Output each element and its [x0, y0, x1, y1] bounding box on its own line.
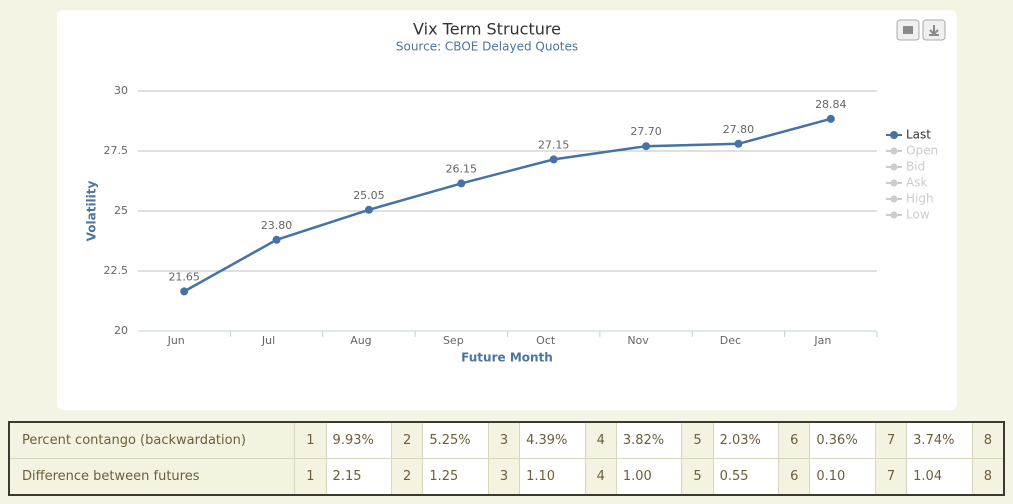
legend-label: Low — [906, 208, 930, 222]
table-cell: 7 — [874, 421, 908, 459]
table-cell: 2.15 — [325, 458, 393, 496]
data-label: 27.15 — [538, 138, 570, 151]
table-cell: 2.03% — [712, 421, 780, 459]
legend-marker — [890, 179, 898, 187]
table-cell: 3 — [487, 458, 521, 496]
y-tick-label: 22.5 — [104, 264, 129, 277]
point — [180, 287, 189, 296]
point — [549, 155, 558, 164]
data-label: 28.84 — [815, 98, 847, 111]
point — [642, 142, 651, 151]
table-cell: 4 — [584, 421, 617, 459]
table-cell: 8 — [971, 458, 1005, 496]
table-cell: 5.25% — [422, 421, 489, 459]
table-cell: 1 — [294, 421, 327, 459]
table-row: Difference between futures 1 2.15 2 1.25 3 1.1… — [8, 458, 1005, 496]
y-tick-label: 27.5 — [104, 144, 129, 157]
x-tick-label: Jul — [261, 334, 275, 347]
table-cell: 1.10 — [519, 458, 586, 496]
x-tick-label: Dec — [720, 334, 741, 347]
legend-marker — [890, 131, 898, 139]
table-cell: 1.25 — [422, 458, 489, 496]
table-cell: 7 — [874, 458, 908, 496]
chart-title: Vix Term Structure — [413, 20, 561, 39]
chart: Vix Term Structure Source: CBOE Delayed … — [85, 19, 946, 365]
table-cell: 1 — [294, 458, 327, 496]
table-cell: 3.82% — [615, 421, 683, 459]
data-label: 26.15 — [446, 162, 478, 175]
table-cell: 6 — [778, 458, 811, 496]
table-cell: 1.00 — [615, 458, 683, 496]
y-tick-label: 20 — [114, 324, 128, 337]
data-label: 21.65 — [168, 270, 200, 283]
chart-subtitle: Source: CBOE Delayed Quotes — [396, 40, 578, 54]
legend-label: Bid — [906, 160, 925, 174]
legend-label: Last — [906, 128, 931, 142]
contango-table: Percent contango (backwardation) 1 9.93% 2 5… — [8, 421, 1005, 496]
legend-label: High — [906, 192, 934, 206]
table-cell: 6 — [778, 421, 811, 459]
data-label: 27.80 — [723, 123, 755, 136]
table-cell: 2 — [391, 458, 424, 496]
data-label: 23.80 — [261, 219, 293, 232]
table-cell: Difference between futures — [8, 458, 296, 496]
data-label: 27.70 — [630, 125, 662, 138]
table-cell: 0.10 — [809, 458, 876, 496]
point — [826, 114, 835, 123]
x-tick-label: Jun — [167, 334, 185, 347]
table-cell: 5 — [681, 458, 714, 496]
table-cell: 4.39% — [519, 421, 586, 459]
table-cell: 4 — [584, 458, 617, 496]
legend-label: Open — [906, 144, 938, 158]
legend-label: Ask — [906, 176, 927, 190]
x-tick-label: Sep — [443, 334, 464, 347]
point — [457, 179, 466, 188]
point — [734, 139, 743, 148]
x-tick-label: Aug — [350, 334, 371, 347]
table-cell: 3 — [487, 421, 521, 459]
x-tick-label: Oct — [536, 334, 556, 347]
legend-marker — [890, 211, 898, 219]
data-label: 25.05 — [353, 189, 385, 202]
print-icon — [903, 26, 913, 34]
chart-panel — [57, 10, 957, 410]
y-axis-label: Volatility — [85, 180, 99, 241]
legend-marker — [890, 195, 898, 203]
table-cell: 3.74% — [906, 421, 973, 459]
x-tick-label: Jan — [813, 334, 831, 347]
table-cell: Percent contango (backwardation) — [8, 421, 296, 459]
legend-marker — [890, 147, 898, 155]
table-cell: 9.93% — [325, 421, 393, 459]
legend-marker — [890, 163, 898, 171]
table-cell: 2 — [391, 421, 424, 459]
table-row: Percent contango (backwardation) 1 9.93% 2 5… — [8, 421, 1005, 459]
x-axis-label: Future Month — [461, 351, 553, 365]
point — [272, 235, 281, 244]
table-cell: 5 — [681, 421, 714, 459]
table-cell: 0.36% — [809, 421, 876, 459]
point — [364, 205, 373, 214]
table-cell: 8 — [971, 421, 1005, 459]
line — [183, 117, 832, 293]
export-icon — [929, 25, 939, 36]
table-cell: 1.04 — [906, 458, 973, 496]
x-tick-label: Nov — [627, 334, 649, 347]
table-cell: 0.55 — [712, 458, 780, 496]
y-tick-label: 30 — [114, 84, 128, 97]
y-tick-label: 25 — [114, 204, 128, 217]
